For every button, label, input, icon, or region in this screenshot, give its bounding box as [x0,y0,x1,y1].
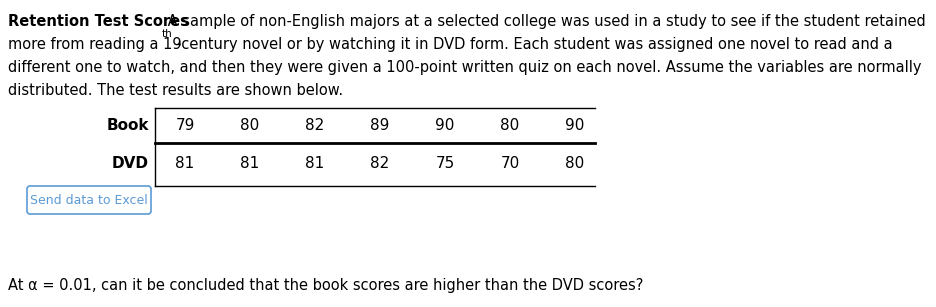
Text: At α = 0.01, can it be concluded that the book scores are higher than the DVD sc: At α = 0.01, can it be concluded that th… [8,278,643,293]
FancyBboxPatch shape [27,186,151,214]
Text: 82: 82 [305,118,324,133]
Text: Book: Book [107,118,149,133]
Text: 81: 81 [241,157,259,172]
Text: 80: 80 [564,157,584,172]
Text: 90: 90 [564,118,584,133]
Text: 81: 81 [305,157,324,172]
Text: Send data to Excel: Send data to Excel [30,193,148,207]
Text: distributed. The test results are shown below.: distributed. The test results are shown … [8,83,343,98]
Text: 80: 80 [241,118,259,133]
Text: DVD: DVD [112,157,149,172]
Text: Retention Test Scores: Retention Test Scores [8,14,189,29]
Text: th: th [162,29,172,39]
Text: 79: 79 [175,118,195,133]
Text: different one to watch, and then they were given a 100-point written quiz on eac: different one to watch, and then they we… [8,60,920,75]
Text: 90: 90 [435,118,454,133]
Text: 75: 75 [435,157,454,172]
Text: A sample of non-English majors at a selected college was used in a study to see : A sample of non-English majors at a sele… [163,14,925,29]
Text: 82: 82 [370,157,389,172]
Text: 70: 70 [500,157,519,172]
Text: 80: 80 [500,118,519,133]
Text: more from reading a 19: more from reading a 19 [8,37,182,52]
Text: 81: 81 [175,157,195,172]
Text: 89: 89 [370,118,389,133]
Text: -century novel or by watching it in DVD form. Each student was assigned one nove: -century novel or by watching it in DVD … [176,37,892,52]
